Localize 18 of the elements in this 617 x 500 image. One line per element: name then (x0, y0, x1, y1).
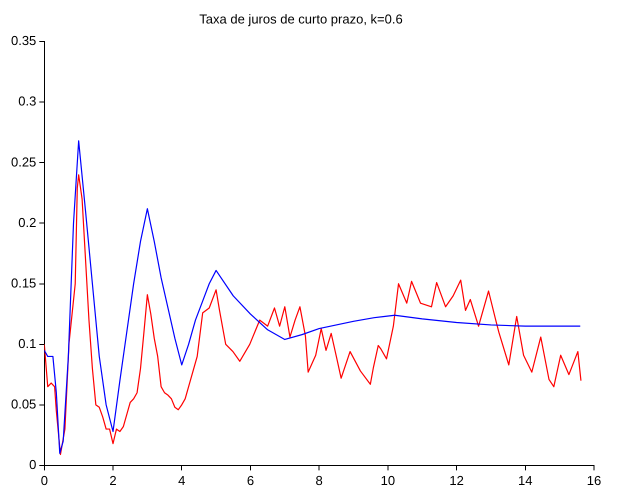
x-tick-label: 6 (246, 472, 254, 488)
x-tick-label: 4 (178, 472, 186, 488)
y-tick-label: 0.05 (10, 396, 36, 412)
chart-title: Taxa de juros de curto prazo, k=0.6 (199, 11, 403, 26)
y-tick-label: 0.1 (18, 336, 36, 351)
y-tick-label: 0.3 (18, 94, 36, 109)
x-tick-label: 12 (449, 472, 464, 488)
y-tick-label: 0.2 (18, 214, 36, 230)
y-tick-label: 0.25 (10, 154, 36, 170)
x-tick-label: 10 (380, 472, 396, 488)
y-tick-label: 0.15 (10, 275, 36, 290)
y-tick-label: 0.35 (10, 33, 36, 48)
x-tick-label: 8 (316, 472, 323, 488)
x-tick-label: 0 (40, 472, 48, 488)
x-tick-label: 2 (109, 472, 117, 488)
y-tick-label: 0 (29, 456, 36, 472)
x-tick-label: 14 (518, 472, 533, 488)
x-tick-label: 16 (586, 472, 602, 488)
